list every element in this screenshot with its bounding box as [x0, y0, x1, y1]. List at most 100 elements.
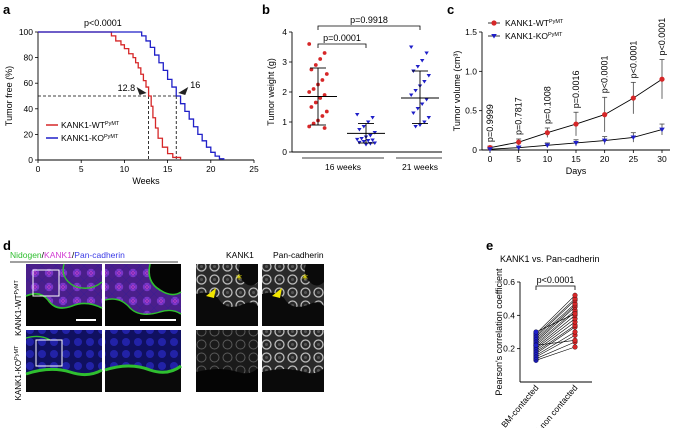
data-point — [544, 143, 551, 148]
y-tick-label: 0 — [282, 147, 287, 157]
data-point — [573, 140, 579, 146]
y-tick-label: 0.2 — [503, 344, 515, 354]
pair-line — [535, 311, 576, 346]
data-point — [420, 58, 425, 63]
data-point — [417, 123, 423, 127]
data-point — [424, 51, 429, 55]
data-point — [309, 105, 314, 109]
data-point — [363, 142, 369, 147]
data-point — [487, 147, 493, 152]
micrograph-wt-merge-overview — [25, 263, 103, 326]
y-tick-label: 20 — [24, 129, 34, 139]
pair-line — [535, 321, 576, 351]
data-point — [409, 93, 414, 97]
micrograph-ko-kank1 — [196, 330, 258, 392]
pair-line — [535, 318, 576, 349]
arrowhead-icon — [206, 288, 216, 298]
data-point — [357, 127, 362, 132]
panel-label-a: a — [3, 2, 11, 17]
pair-line — [535, 325, 576, 353]
panel-c-volume-chart: 0 0.5 1.0 1.5 0 5 10 15 20 25 30 Days Tumor volume (… — [452, 18, 670, 176]
data-point — [415, 64, 420, 69]
data-point — [415, 106, 420, 111]
data-point-noncontacted — [572, 344, 578, 350]
stain-pancadherin: Pan-cadherin — [74, 250, 125, 260]
comparison-bracket — [317, 25, 421, 30]
x-tick-label: 25 — [629, 154, 639, 164]
data-point — [659, 127, 665, 133]
stain-sep-1: / — [42, 250, 45, 260]
data-point — [413, 124, 418, 129]
panel-label-b: b — [262, 2, 270, 17]
data-point — [313, 100, 318, 105]
p-value-label: p=0.9999 — [485, 104, 495, 142]
x-tick-label: 20 — [600, 154, 610, 164]
pair-line — [535, 313, 576, 333]
median-label-ko: 16 — [190, 80, 200, 90]
panel-label-e: e — [486, 238, 493, 253]
data-point — [413, 88, 418, 93]
micrograph-ko-pancadherin — [262, 330, 324, 392]
y-tick-label: 100 — [19, 27, 33, 37]
data-point — [659, 76, 665, 82]
pair-line — [535, 303, 576, 339]
p-value-label: p<0.0001 — [657, 18, 667, 56]
micrograph-ko-merge-overview — [25, 330, 103, 392]
pair-line — [535, 315, 576, 348]
p-value-label: p<0.0001 — [84, 18, 122, 28]
data-point — [320, 114, 325, 118]
comparison-p-value: p=0.9918 — [350, 15, 388, 25]
comparison-p-value: p=0.0001 — [323, 33, 361, 43]
data-point — [318, 96, 323, 100]
data-point-noncontacted — [572, 292, 578, 298]
p-value-label: p=0.0016 — [571, 70, 581, 108]
data-point — [368, 133, 373, 138]
category-label: 21 weeks — [402, 162, 438, 172]
data-point-contacted — [533, 329, 539, 335]
p-value-label: p<0.0001 — [537, 275, 575, 285]
panel-label-d: d — [3, 238, 11, 253]
data-point — [320, 78, 325, 82]
micrograph-ko-merge-zoom — [104, 330, 182, 392]
pair-line — [535, 335, 576, 358]
data-point — [322, 51, 327, 55]
micrograph-stain-legend: Nidogen/KANK1/Pan-cadherin — [10, 250, 125, 260]
data-point — [630, 95, 636, 101]
y-tick-label: 0.4 — [503, 310, 515, 320]
micrograph-wt-kank1: * — [196, 264, 258, 326]
x-axis-label: Weeks — [132, 176, 160, 186]
y-axis-label: Pearson's correlation coefficient — [494, 268, 504, 396]
survival-curve-wt — [38, 31, 182, 160]
y-tick-label: 0.5 — [465, 106, 477, 116]
data-point — [426, 73, 431, 78]
panel-d-micrographs: Nidogen/KANK1/Pan-cadherin KANK1 Pan-cad… — [10, 250, 324, 400]
arrowhead-icon — [272, 288, 282, 298]
panel-a-survival-chart: 0 5 10 15 20 25 0 20 40 60 80 100 Weeks Tumor free (%… — [4, 18, 259, 186]
comparison-bracket — [535, 285, 576, 290]
legend-label-wt: KANK1-WTPyMT — [505, 18, 564, 28]
x-tick-label: 0 — [36, 164, 41, 174]
category-label: 16 weeks — [325, 162, 361, 172]
stain-sep-2: / — [72, 250, 75, 260]
data-point — [318, 57, 323, 61]
p-value-label: p<0.0001 — [600, 55, 610, 93]
data-point — [601, 138, 608, 144]
data-point — [424, 97, 429, 102]
data-point — [324, 72, 329, 76]
micrograph-wt-pancadherin: * — [262, 264, 324, 326]
data-point — [573, 121, 579, 127]
y-tick-label: 60 — [24, 78, 34, 88]
x-tick-label: 10 — [120, 164, 130, 174]
panel-label-c: c — [447, 2, 454, 17]
p-value-label: p<0.0001 — [628, 41, 638, 79]
data-point — [361, 124, 366, 129]
chart-title: KANK1 vs. Pan-cadherin — [500, 254, 600, 264]
x-axis-label: Days — [566, 166, 587, 176]
x-tick-label: 5 — [516, 154, 521, 164]
data-point — [370, 138, 375, 142]
data-point — [309, 67, 314, 72]
stain-nidogen: Nidogen — [10, 250, 42, 260]
data-point — [630, 135, 637, 140]
data-point — [420, 102, 425, 106]
